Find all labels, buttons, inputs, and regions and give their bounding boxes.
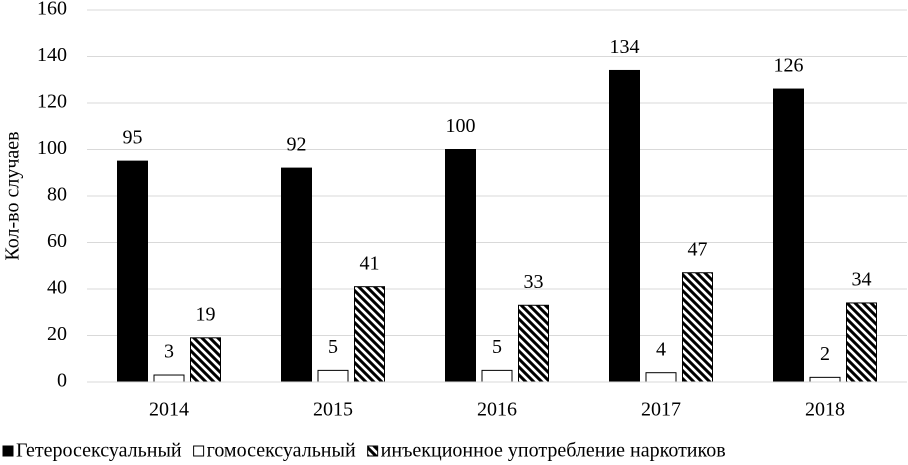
value-label: 134 [610,36,640,58]
y-tick-label: 160 [37,0,67,20]
y-tick-label: 80 [47,184,67,206]
value-label: 34 [852,269,872,291]
legend-label: Гетеросексуальный [16,440,182,462]
value-label: 92 [287,134,307,156]
value-label: 4 [656,338,666,360]
value-label: 2 [820,343,830,365]
y-tick-label: 40 [47,277,67,299]
bar [354,286,385,383]
x-tick-label: 2015 [313,399,353,421]
bar [773,88,804,383]
y-tick-label: 20 [47,323,67,345]
bar [190,337,221,383]
y-tick-label: 0 [57,370,67,392]
y-tick-label: 140 [37,44,67,66]
value-label: 33 [524,271,544,293]
value-label: 100 [446,115,476,137]
value-label: 5 [492,336,502,358]
bar [317,369,349,383]
legend-marker [2,445,14,457]
value-label: 126 [774,55,804,77]
value-label: 3 [164,341,174,363]
y-axis-label: Кол-во случаев [2,131,24,260]
bar [846,302,877,383]
bar [682,272,713,383]
bar [481,369,513,383]
x-tick-label: 2016 [477,399,517,421]
bar [281,167,312,383]
bar [153,374,185,383]
bar [518,304,549,383]
x-tick-label: 2017 [641,399,681,421]
value-label: 41 [360,252,380,274]
bar [445,149,476,383]
bar [809,376,841,383]
legend-label: гомосексуальный [207,440,356,462]
y-tick-label: 60 [47,230,67,252]
bar [117,160,148,383]
bar [609,69,640,383]
value-label: 95 [123,127,143,149]
value-label: 47 [688,238,708,260]
x-tick-label: 2014 [149,399,189,421]
legend-label: инъекционное употребление наркотиков [381,440,726,462]
x-tick-label: 2018 [805,399,845,421]
y-tick-label: 120 [37,91,67,113]
legend-marker [367,445,379,457]
value-label: 5 [328,336,338,358]
legend-marker [193,445,205,457]
value-label: 19 [196,303,216,325]
y-tick-label: 100 [37,137,67,159]
bar [645,372,677,383]
